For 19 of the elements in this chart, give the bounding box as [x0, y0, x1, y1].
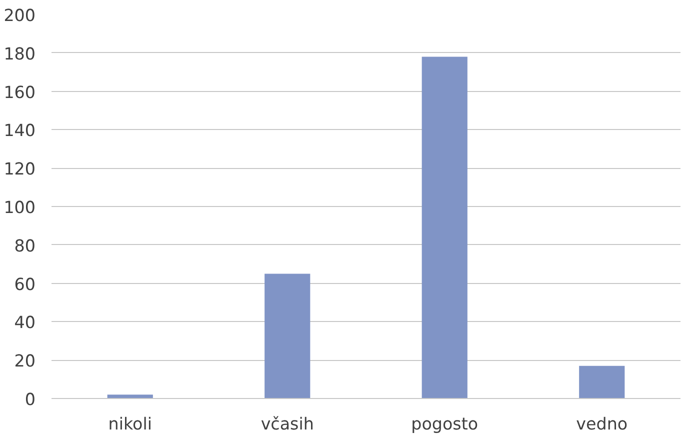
y-tick-label: 120 [4, 160, 36, 179]
x-tick-label: nikoli [108, 414, 152, 434]
y-tick-label: 160 [4, 82, 36, 102]
y-tick-label: 40 [14, 313, 36, 332]
y-tick-label: 80 [14, 236, 36, 256]
y-tick-label: 180 [4, 44, 36, 64]
x-tick-label: včasih [260, 414, 314, 434]
y-tick-label: 20 [14, 352, 36, 371]
y-tick-label: 60 [14, 274, 36, 294]
bar [422, 56, 468, 398]
bar [579, 366, 625, 398]
y-tick-label: 100 [4, 198, 36, 217]
x-tick-label: pogosto [411, 414, 478, 434]
bar [264, 274, 310, 398]
x-tick-label: vedno [576, 414, 628, 434]
bar [107, 394, 153, 398]
y-tick-label: 140 [4, 121, 36, 140]
y-tick-label: 0 [24, 390, 36, 409]
y-tick-label: 200 [4, 6, 36, 25]
